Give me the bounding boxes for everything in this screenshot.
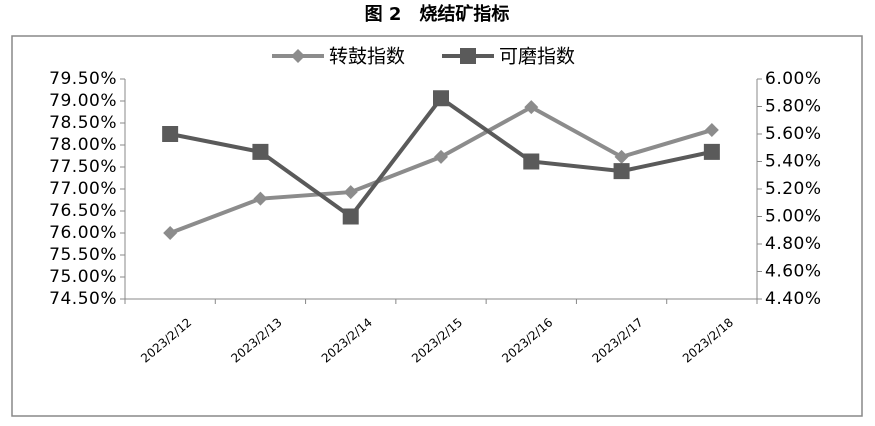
y-tick-label: 76.00% [49, 223, 117, 243]
x-tick-label: 2023/2/15 [409, 315, 465, 365]
y-tick-label: 75.50% [49, 245, 117, 265]
x-tick-label: 2023/2/14 [319, 315, 375, 365]
x-tick-label: 2023/2/13 [228, 315, 284, 365]
y2-tick-label: 5.00% [765, 207, 822, 227]
marker [613, 163, 630, 180]
x-tick-label: 2023/2/18 [680, 315, 736, 365]
y2-tick-label: 5.40% [765, 152, 822, 172]
legend-marker [460, 48, 476, 64]
y2-tick-label: 4.80% [765, 234, 822, 254]
y2-tick-label: 4.60% [765, 262, 822, 282]
legend-label: 转鼓指数 [329, 46, 405, 68]
x-tick-label: 2023/2/12 [138, 315, 194, 365]
marker [162, 126, 179, 142]
y2-tick-label: 5.20% [765, 179, 822, 199]
y-tick-label: 75.00% [49, 267, 117, 287]
marker [252, 143, 269, 160]
marker [704, 123, 719, 138]
y-tick-label: 78.50% [49, 113, 117, 133]
legend-label: 可磨指数 [499, 46, 575, 68]
marker [342, 208, 359, 225]
y-tick-label: 74.50% [49, 289, 117, 309]
marker [523, 153, 540, 170]
marker [253, 191, 268, 206]
marker [703, 143, 720, 160]
y-tick-label: 76.50% [49, 201, 117, 221]
y2-tick-label: 6.00% [765, 69, 822, 89]
y2-tick-label: 5.60% [765, 124, 822, 144]
y-tick-label: 77.50% [49, 157, 117, 177]
x-tick-label: 2023/2/16 [499, 315, 555, 365]
marker [614, 149, 629, 164]
y2-tick-label: 4.40% [765, 289, 822, 309]
marker [524, 100, 539, 115]
y-tick-label: 77.00% [49, 179, 117, 199]
y-tick-label: 79.00% [49, 91, 117, 111]
chart-frame [11, 35, 863, 417]
x-tick-label: 2023/2/17 [590, 315, 646, 365]
marker [343, 185, 358, 200]
marker [434, 149, 448, 164]
marker [433, 90, 449, 107]
y2-tick-label: 5.80% [765, 97, 822, 117]
y-tick-label: 78.00% [49, 135, 117, 155]
marker [163, 226, 178, 240]
legend-marker [291, 49, 305, 63]
y-tick-label: 79.50% [49, 69, 117, 89]
chart-title: 图 2 烧结矿指标 [365, 3, 510, 25]
